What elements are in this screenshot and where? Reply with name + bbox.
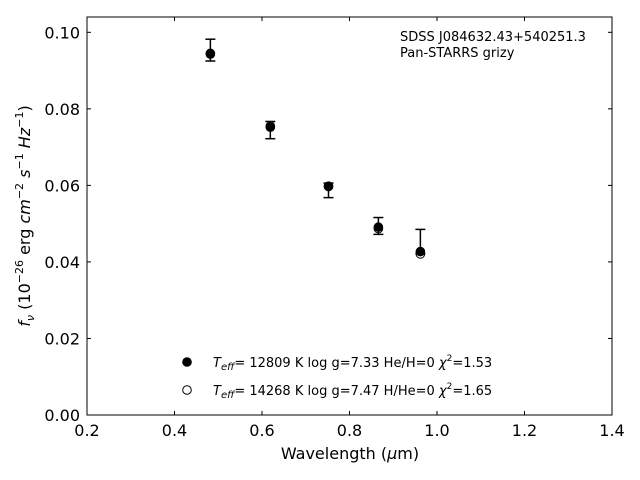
open-model-point xyxy=(415,249,426,259)
x-tick-label: 0.4 xyxy=(162,421,187,440)
filled-model-point xyxy=(415,246,426,257)
annotation-line-1: SDSS J084632.43+540251.3 xyxy=(400,30,586,45)
y-tick-label: 0.08 xyxy=(44,100,80,119)
y-tick-label: 0.04 xyxy=(44,253,80,272)
y-tick-label: 0.10 xyxy=(44,23,80,42)
x-tick-label: 0.8 xyxy=(337,421,362,440)
legend-entry: Teff= 14268 K log g=7.47 H/He=0 χ2=1.65 xyxy=(213,382,492,401)
x-tick-label: 0.2 xyxy=(74,421,99,440)
annotation-line-2: Pan-STARRS grizy xyxy=(400,46,515,61)
x-tick-label: 0.6 xyxy=(249,421,274,440)
open-model-point xyxy=(323,181,334,191)
legend-marker-open xyxy=(182,385,192,395)
open-model-point xyxy=(205,48,216,59)
x-axis-ticks: 0.2 0.4 0.6 0.8 1.0 1.2 1.4 xyxy=(74,17,625,440)
legend-marker-filled xyxy=(182,357,192,367)
y-axis-ticks: 0.00 0.02 0.04 0.06 0.08 0.10 xyxy=(44,23,612,425)
x-tick-label: 1.0 xyxy=(424,421,449,440)
x-axis-label: Wavelength (μm) xyxy=(281,444,419,463)
filled-model-point xyxy=(205,49,216,59)
x-tick-label: 1.4 xyxy=(599,421,624,440)
y-tick-label: 0.06 xyxy=(44,176,80,195)
y-tick-label: 0.00 xyxy=(44,406,80,425)
legend-entry: Teff= 12809 K log g=7.33 He/H=0 χ2=1.53 xyxy=(213,354,492,373)
y-axis-label: fν (10−26 erg cm−2 s−1 Hz−1) xyxy=(13,105,37,326)
error-bars xyxy=(205,38,426,255)
open-model-point xyxy=(373,223,384,234)
open-model-point xyxy=(265,121,276,131)
x-tick-label: 1.2 xyxy=(512,421,537,440)
legend: Teff= 12809 K log g=7.33 He/H=0 χ2=1.53 T… xyxy=(182,354,492,401)
data-points xyxy=(205,48,426,259)
y-tick-label: 0.02 xyxy=(44,329,80,348)
